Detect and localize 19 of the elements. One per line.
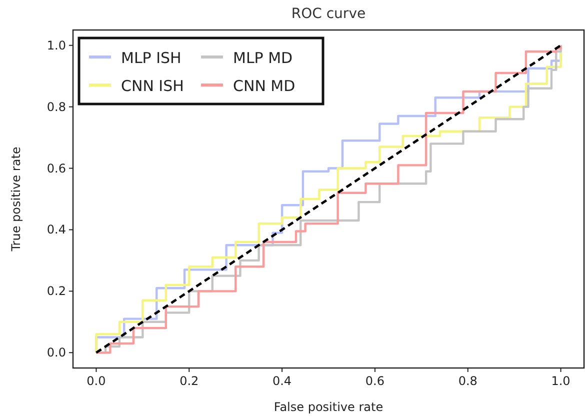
x-tick-label: 0.6 xyxy=(365,374,384,388)
x-tick-label: 0.8 xyxy=(458,374,478,388)
y-tick-label: 0.8 xyxy=(46,100,66,114)
y-tick-label: 0.0 xyxy=(46,346,66,360)
y-axis-title: True positive rate xyxy=(9,146,23,252)
x-axis-title: False positive rate xyxy=(274,400,384,414)
y-tick-label: 0.6 xyxy=(46,161,66,176)
chart-title: ROC curve xyxy=(291,6,366,22)
y-tick-label: 0.4 xyxy=(46,222,66,237)
legend-label: MLP MD xyxy=(233,49,293,67)
legend-label: CNN ISH xyxy=(121,77,184,95)
x-tick-label: 1.0 xyxy=(551,374,570,388)
legend-label: MLP ISH xyxy=(121,49,182,67)
legend-label: CNN MD xyxy=(233,77,296,95)
x-tick-label: 0.2 xyxy=(180,374,199,388)
y-tick-label: 0.2 xyxy=(46,284,66,298)
x-tick-label: 0.4 xyxy=(272,374,292,388)
x-tick-label: 0.0 xyxy=(86,374,106,388)
y-tick-label: 1.0 xyxy=(46,38,66,52)
